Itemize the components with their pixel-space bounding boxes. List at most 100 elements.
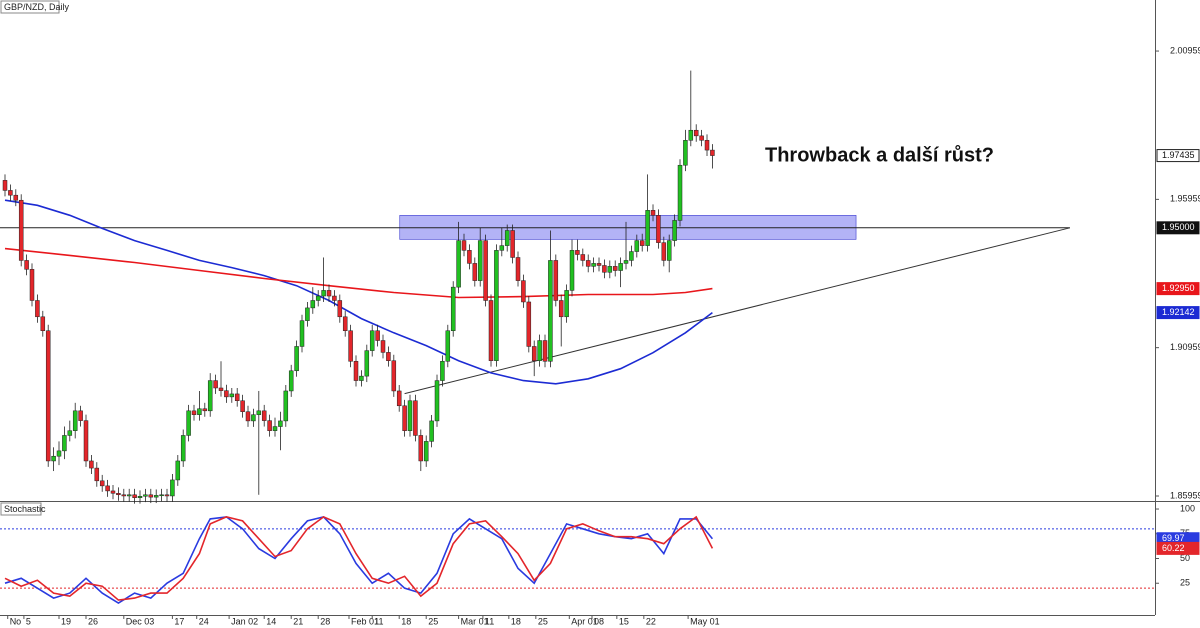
candle-body bbox=[558, 300, 564, 318]
candle-body bbox=[515, 257, 521, 281]
indicator-title-box bbox=[0, 502, 42, 516]
candle-body bbox=[164, 494, 170, 497]
x-tick-label: 19 bbox=[61, 616, 71, 626]
candle-body bbox=[683, 140, 688, 166]
candle-body bbox=[94, 467, 100, 482]
candle-body bbox=[186, 410, 191, 436]
x-tick-label: Dec 03 bbox=[126, 616, 155, 626]
x-tick-label: 17 bbox=[174, 616, 184, 626]
x-tick-label: May 01 bbox=[690, 616, 720, 626]
candle-body bbox=[261, 410, 267, 421]
candle-body bbox=[510, 230, 515, 258]
candle-body bbox=[494, 250, 499, 361]
candle-body bbox=[305, 307, 310, 321]
candle-body bbox=[8, 190, 13, 196]
candle-body bbox=[170, 479, 175, 497]
x-tick-label: Mar 01 bbox=[461, 616, 489, 626]
candle-body bbox=[62, 435, 67, 452]
candle-body bbox=[132, 494, 137, 498]
candle-body bbox=[18, 199, 24, 261]
candle-body bbox=[180, 435, 186, 462]
candle-body bbox=[418, 435, 424, 462]
candle-body bbox=[585, 260, 591, 267]
y-tick-label: 25 bbox=[1180, 578, 1190, 588]
candle-body bbox=[213, 380, 218, 389]
title-box bbox=[0, 0, 60, 14]
x-tick-label: 25 bbox=[538, 616, 548, 626]
candle-body bbox=[294, 346, 299, 372]
candle-body bbox=[51, 455, 56, 462]
candle-body bbox=[445, 330, 451, 362]
candle-body bbox=[634, 240, 640, 252]
candle-body bbox=[348, 330, 353, 362]
candle-body bbox=[386, 352, 391, 361]
candle-body bbox=[531, 346, 537, 361]
x-tick-label: 22 bbox=[646, 616, 656, 626]
ma-value-label: 1.92950 bbox=[1162, 283, 1195, 293]
x-tick-label: 15 bbox=[619, 616, 629, 626]
x-tick-label: 18 bbox=[511, 616, 521, 626]
candle-body bbox=[197, 408, 202, 415]
candle-body bbox=[375, 330, 380, 341]
candle-body bbox=[78, 410, 83, 421]
candle-body bbox=[310, 300, 316, 309]
candle-body bbox=[596, 263, 602, 266]
candle-body bbox=[202, 408, 208, 412]
candle-body bbox=[40, 316, 46, 331]
candle-body bbox=[218, 387, 224, 391]
candle-body bbox=[256, 410, 262, 415]
candle-body bbox=[677, 164, 683, 221]
candle-body bbox=[67, 430, 73, 436]
candle-body bbox=[99, 480, 105, 487]
candle-body bbox=[116, 493, 121, 496]
x-tick-label: Jan 02 bbox=[231, 616, 258, 626]
candle-body bbox=[35, 300, 40, 318]
candle-body bbox=[267, 420, 272, 431]
candle-body bbox=[672, 220, 677, 241]
candle-body bbox=[229, 393, 235, 398]
candle-body bbox=[159, 494, 164, 497]
candle-body bbox=[2, 180, 8, 191]
candle-body bbox=[24, 260, 29, 270]
last-price-label: 1.97435 bbox=[1162, 150, 1195, 160]
candle-body bbox=[13, 194, 19, 201]
price-label-box bbox=[1156, 221, 1200, 235]
candle-body bbox=[526, 301, 532, 347]
candle-body bbox=[553, 260, 559, 301]
x-tick-label: 26 bbox=[88, 616, 98, 626]
candle-body bbox=[402, 405, 407, 431]
candle-body bbox=[693, 129, 699, 137]
candle-body bbox=[56, 450, 62, 457]
candle-body bbox=[332, 295, 337, 301]
candle-body bbox=[537, 340, 542, 361]
candle-body bbox=[467, 250, 472, 264]
indicator-value-label: 69.97 bbox=[1162, 533, 1185, 543]
candle-body bbox=[89, 460, 94, 469]
candle-body bbox=[380, 340, 386, 353]
candle-body bbox=[569, 250, 575, 291]
candle-body bbox=[504, 230, 510, 246]
candle-body bbox=[612, 266, 618, 271]
y-tick-label: 50 bbox=[1180, 553, 1190, 563]
indicator-value-label: 60.22 bbox=[1162, 543, 1185, 553]
candle-body bbox=[461, 240, 467, 251]
candle-body bbox=[434, 380, 440, 422]
candle-body bbox=[321, 290, 326, 297]
candle-body bbox=[618, 263, 623, 271]
line-series bbox=[4, 199, 713, 385]
candle-body bbox=[548, 260, 553, 362]
price-label-box bbox=[1156, 306, 1200, 320]
candle-body bbox=[326, 290, 332, 297]
candle-body bbox=[429, 420, 434, 442]
x-tick-label: 18 bbox=[401, 616, 411, 626]
candle-body bbox=[396, 390, 402, 407]
x-tick-label: 08 bbox=[594, 616, 604, 626]
candle-body bbox=[148, 494, 154, 498]
candle-body bbox=[234, 393, 240, 401]
candle-body bbox=[704, 140, 710, 151]
x-tick-label: 28 bbox=[320, 616, 330, 626]
line-series bbox=[4, 247, 713, 299]
candle-body bbox=[661, 242, 667, 261]
y-tick-label: 1.95959 bbox=[1170, 194, 1200, 204]
